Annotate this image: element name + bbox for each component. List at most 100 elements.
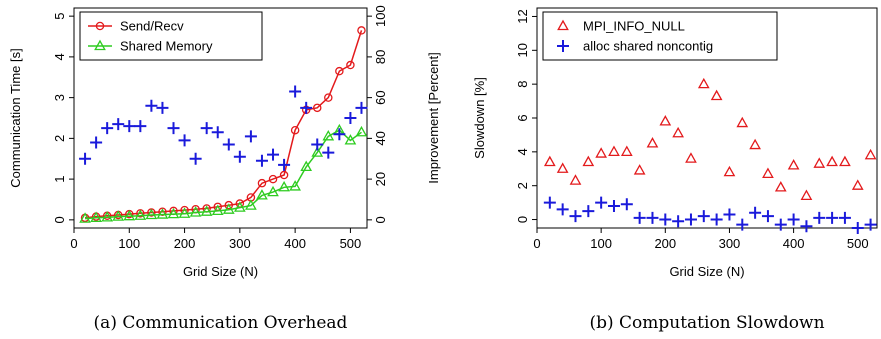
- data-point-alloc-shared-noncontig-7: [633, 211, 646, 224]
- data-point-alloc-shared-noncontig-19: [787, 213, 800, 226]
- data-point-mpi-info-null-13: [710, 89, 723, 101]
- data-point-mpi-info-null-25: [864, 148, 877, 160]
- y-tick-label-5: 5: [52, 13, 67, 20]
- data-point-shared-memory-21: [311, 146, 324, 157]
- data-point-shared-memory-3: [112, 210, 125, 221]
- data-point-mpi-info-null-7: [633, 164, 646, 175]
- data-point-alloc-shared-noncontig-25: [864, 218, 877, 231]
- data-point-send-recv-18: [279, 170, 289, 180]
- x-tick-label-3: 300: [229, 236, 251, 251]
- data-point-shared-memory-12: [211, 204, 224, 216]
- plot-frame: [73, 7, 368, 229]
- data-point-improvement-20: [300, 101, 313, 114]
- data-point-improvement-25: [355, 101, 368, 114]
- data-point-alloc-shared-noncontig-23: [838, 211, 851, 224]
- data-point-improvement-17: [267, 148, 280, 161]
- y-tick-label-5: 10: [515, 43, 530, 57]
- data-point-improvement-0: [79, 152, 92, 165]
- data-point-send-recv-25: [357, 26, 366, 35]
- legend-label-mpi-info-null: MPI_INFO_NULL: [583, 19, 685, 34]
- data-point-mpi-info-null-20: [800, 189, 813, 200]
- data-point-shared-memory-10: [189, 206, 202, 217]
- data-point-alloc-shared-noncontig-14: [723, 208, 736, 221]
- data-point-send-recv-21: [312, 103, 322, 113]
- data-point-improvement-14: [233, 150, 246, 163]
- data-point-shared-memory-6: [145, 208, 158, 220]
- caption: (a) Communication Overhead: [94, 313, 348, 333]
- data-point-shared-memory-11: [200, 205, 213, 216]
- data-point-mpi-info-null-18: [774, 181, 787, 192]
- x-axis: 0 100 200 300 400 500: [533, 228, 869, 251]
- x-tick-label-0: 0: [533, 236, 540, 251]
- data-point-mpi-info-null-5: [608, 145, 620, 156]
- y-right-tick-label-0: 0: [373, 216, 388, 223]
- data-point-alloc-shared-noncontig-4: [595, 196, 608, 209]
- data-point-alloc-shared-noncontig-15: [736, 218, 749, 231]
- x-tick-label-5: 500: [847, 236, 869, 251]
- data-point-mpi-info-null-11: [685, 152, 697, 163]
- data-point-mpi-info-null-24: [851, 179, 864, 190]
- legend-box: [542, 11, 778, 61]
- data-point-alloc-shared-noncontig-24: [851, 222, 864, 234]
- data-point-mpi-info-null-21: [813, 157, 826, 168]
- data-point-improvement-3: [112, 118, 125, 131]
- legend-box: [79, 11, 263, 61]
- y-tick-label-2: 4: [515, 148, 530, 155]
- data-point-shared-memory-15: [245, 199, 257, 210]
- data-point-mpi-info-null-17: [762, 167, 774, 178]
- data-point-improvement-15: [244, 130, 257, 143]
- data-point-improvement-22: [322, 146, 335, 159]
- plot-area: [79, 26, 368, 223]
- data-point-mpi-info-null-23: [839, 155, 851, 167]
- y-axis-left: 0 1 2 3 4 5: [52, 13, 74, 223]
- data-point-shared-memory-18: [278, 180, 290, 192]
- data-point-shared-memory-13: [222, 203, 235, 214]
- data-point-alloc-shared-noncontig-12: [697, 210, 710, 223]
- data-point-alloc-shared-noncontig-21: [813, 211, 826, 224]
- data-point-shared-memory-4: [123, 209, 136, 221]
- data-point-improvement-16: [255, 154, 268, 167]
- data-point-mpi-info-null-12: [697, 77, 710, 89]
- data-point-improvement-5: [134, 120, 147, 133]
- data-point-shared-memory-16: [256, 189, 268, 200]
- data-point-alloc-shared-noncontig-6: [620, 198, 633, 211]
- legend-marker-shared-memory: [94, 39, 106, 51]
- data-point-mpi-info-null-2: [569, 174, 582, 185]
- data-point-shared-memory-19: [289, 180, 301, 191]
- data-point-send-recv-19: [290, 125, 300, 135]
- x-tick-label-3: 300: [719, 236, 741, 251]
- data-point-improvement-4: [123, 120, 136, 133]
- data-point-shared-memory-24: [344, 134, 357, 145]
- data-point-improvement-18: [278, 158, 291, 171]
- data-point-improvement-9: [178, 134, 191, 147]
- data-point-improvement-7: [156, 101, 169, 114]
- legend-label-alloc-shared-noncontig: alloc shared noncontig: [583, 39, 713, 54]
- x-tick-label-0: 0: [70, 236, 77, 251]
- data-point-improvement-23: [333, 128, 346, 141]
- data-point-shared-memory-1: [90, 211, 102, 222]
- data-point-improvement-6: [145, 99, 158, 112]
- data-point-improvement-8: [167, 122, 180, 135]
- y-tick-label-0: 0: [52, 216, 67, 223]
- caption: (b) Computation Slowdown: [589, 313, 824, 333]
- x-tick-label-4: 400: [783, 236, 805, 251]
- data-point-improvement-13: [222, 138, 235, 151]
- x-tick-label-1: 100: [118, 236, 140, 251]
- data-point-shared-memory-7: [156, 208, 169, 219]
- y-tick-label-3: 6: [515, 114, 530, 121]
- y-axis: 0 2 4 6 8 10 12: [515, 9, 537, 223]
- data-point-alloc-shared-noncontig-2: [569, 210, 582, 223]
- data-point-mpi-info-null-1: [556, 162, 569, 173]
- data-point-improvement-21: [311, 138, 324, 151]
- data-point-send-recv-13: [224, 200, 234, 210]
- data-point-improvement-12: [211, 126, 224, 139]
- x-axis: 0 100 200 300 400 500: [70, 228, 361, 251]
- y-axis-label-right: Improvement [Percent]: [426, 52, 441, 184]
- data-point-shared-memory-0: [79, 212, 91, 223]
- data-point-improvement-1: [90, 136, 103, 149]
- x-tick-label-1: 100: [590, 236, 612, 251]
- data-point-alloc-shared-noncontig-11: [684, 213, 697, 226]
- x-axis-label: Grid Size (N): [183, 264, 258, 279]
- data-point-alloc-shared-noncontig-0: [543, 196, 556, 209]
- series-line-shared-memory: [85, 129, 362, 220]
